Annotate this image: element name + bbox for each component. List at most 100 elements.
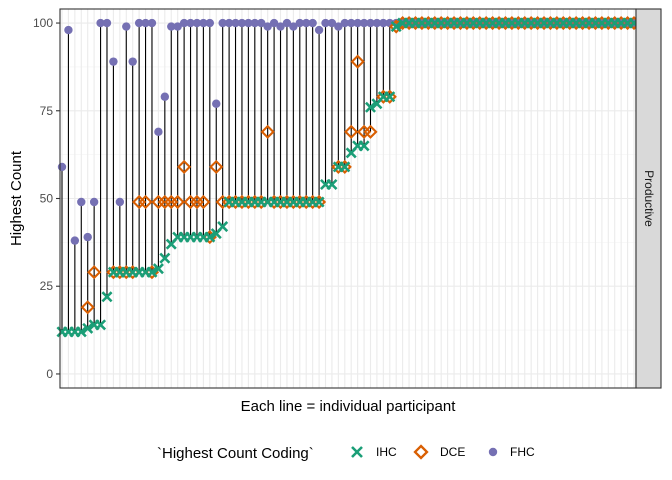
point-fhc <box>186 18 195 28</box>
point-dce <box>350 54 365 69</box>
point-dce <box>170 194 185 210</box>
point-fhc <box>327 18 337 28</box>
point-ihc <box>152 263 164 275</box>
point-fhc <box>160 92 170 101</box>
point-fhc <box>372 18 382 28</box>
point-fhc <box>276 22 285 31</box>
point-ihc <box>313 196 325 208</box>
legend-item-dce: DCE <box>413 444 465 460</box>
point-fhc <box>192 18 202 28</box>
point-fhc <box>141 18 150 28</box>
point-fhc <box>295 18 304 28</box>
point-ihc <box>390 21 402 33</box>
x-axis-title: Each line = individual participant <box>241 398 457 415</box>
point-dce <box>80 300 95 315</box>
y-axis: 0 25 50 75 100 <box>33 16 60 381</box>
legend-title: `Highest Count Coding` <box>157 445 314 462</box>
point-fhc <box>115 197 125 207</box>
point-dce <box>196 194 211 210</box>
point-fhc <box>347 18 356 28</box>
legend-key-fhc-circle-icon <box>488 447 498 457</box>
point-fhc <box>269 18 279 28</box>
point-ihc <box>326 178 338 190</box>
point-fhc <box>231 18 240 28</box>
point-fhc <box>308 18 317 28</box>
y-tick-label: 25 <box>40 279 54 293</box>
point-dce <box>209 159 224 175</box>
point-fhc <box>250 18 260 28</box>
point-fhc <box>89 197 99 207</box>
point-fhc <box>205 18 215 28</box>
legend-label-ihc: IHC <box>376 445 397 459</box>
point-ihc <box>101 291 113 303</box>
point-fhc <box>128 57 137 66</box>
data-points <box>56 15 642 338</box>
point-fhc <box>218 18 227 28</box>
point-fhc <box>237 18 247 28</box>
point-dce <box>177 159 192 175</box>
y-tick-label: 100 <box>33 16 53 30</box>
point-fhc <box>366 18 375 28</box>
point-fhc <box>379 18 388 28</box>
point-ihc <box>204 231 216 243</box>
point-fhc <box>96 18 105 28</box>
point-ihc <box>384 91 396 103</box>
point-fhc <box>102 18 112 28</box>
point-fhc <box>321 18 330 28</box>
y-tick-label: 50 <box>40 192 54 206</box>
point-fhc <box>244 18 253 28</box>
point-fhc <box>57 162 67 172</box>
point-ihc <box>358 140 370 152</box>
point-fhc <box>359 18 369 28</box>
legend-item-fhc: FHC <box>488 445 535 459</box>
point-fhc <box>334 22 343 31</box>
point-fhc <box>224 18 234 28</box>
point-dce <box>138 194 153 210</box>
point-fhc <box>64 25 73 35</box>
point-fhc <box>257 18 266 28</box>
point-fhc <box>199 18 208 28</box>
point-fhc <box>70 236 80 245</box>
legend-label-fhc: FHC <box>510 445 535 459</box>
point-ihc <box>364 101 377 113</box>
point-fhc <box>212 99 221 108</box>
point-dce <box>344 124 359 139</box>
point-dce <box>260 124 275 139</box>
facet-strip-label: Productive <box>642 170 656 227</box>
point-fhc <box>83 232 92 242</box>
point-ihc <box>159 252 171 264</box>
legend-key-ihc-cross-icon <box>351 446 363 458</box>
point-fhc <box>302 18 311 28</box>
point-fhc <box>179 18 189 28</box>
point-ihc <box>146 266 158 278</box>
legend-key-dce-diamond-icon <box>413 444 429 460</box>
point-fhc <box>154 127 163 137</box>
point-fhc <box>134 18 144 28</box>
point-dce <box>87 265 102 280</box>
point-ihc <box>82 322 94 334</box>
y-tick-label: 75 <box>40 104 54 118</box>
point-fhc <box>289 22 298 31</box>
point-fhc <box>77 197 86 207</box>
legend-label-dce: DCE <box>440 445 465 459</box>
point-fhc <box>340 18 349 28</box>
point-fhc <box>167 22 176 31</box>
point-fhc <box>263 22 272 31</box>
legend: `Highest Count Coding` IHC DCE FHC <box>157 444 535 462</box>
point-fhc <box>109 57 118 66</box>
y-tick-label: 0 <box>46 367 53 381</box>
point-fhc <box>353 18 362 28</box>
y-axis-title: Highest Count <box>8 150 25 246</box>
point-fhc <box>147 18 157 28</box>
point-fhc <box>173 22 182 31</box>
point-ihc <box>75 326 87 338</box>
point-fhc <box>122 22 131 31</box>
point-fhc <box>314 25 324 35</box>
point-ihc <box>217 221 229 233</box>
point-dce <box>363 124 378 139</box>
legend-item-ihc: IHC <box>351 445 397 459</box>
facet-strip <box>635 8 662 389</box>
point-fhc <box>282 18 292 28</box>
point-ihc <box>339 161 351 173</box>
